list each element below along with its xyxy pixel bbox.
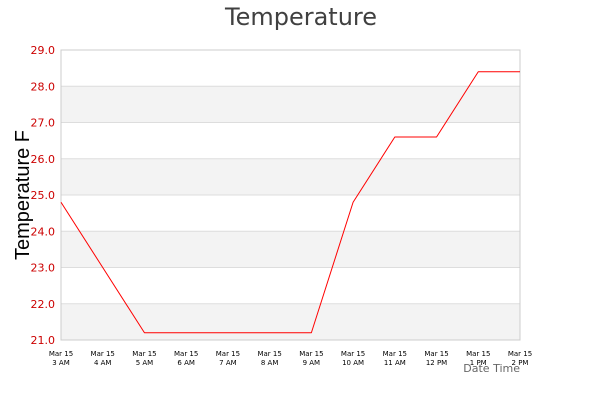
plot-frame [60, 49, 521, 341]
y-tick-label: 26.0 [31, 153, 56, 166]
y-axis-label: Temperature F [12, 130, 34, 260]
x-tick-label: Mar 15 [341, 350, 365, 358]
series-layer [60, 71, 520, 334]
y-tick-label: 28.0 [31, 80, 56, 93]
plot-band [61, 158, 520, 195]
x-tick-label: Mar 15 [424, 350, 448, 358]
x-tick-label: Mar 15 [299, 350, 323, 358]
x-tick-label: 7 AM [219, 359, 237, 367]
y-tick-label: 29.0 [31, 44, 56, 57]
x-tick-label: 3 AM [52, 359, 70, 367]
y-tick-label: 23.0 [31, 262, 56, 275]
x-axis-label: Date Time [463, 362, 520, 375]
plot-bands [61, 86, 520, 340]
y-tick-label: 25.0 [31, 189, 56, 202]
plot-border [60, 49, 521, 341]
y-tick-label: 22.0 [31, 298, 56, 311]
chart-title: Temperature [224, 3, 377, 31]
x-tick-label: Mar 15 [91, 350, 115, 358]
y-tick-label: 24.0 [31, 225, 56, 238]
x-tick-label: Mar 15 [174, 350, 198, 358]
plot-band [61, 231, 520, 268]
x-tick-label: 11 AM [384, 359, 406, 367]
x-tick-label: 9 AM [303, 359, 321, 367]
x-tick-label: 2 PM [512, 359, 529, 367]
x-tick-label: Mar 15 [383, 350, 407, 358]
x-tick-label: 5 AM [136, 359, 154, 367]
y-axis-ticks: 21.0 22.0 23.0 24.0 25.0 26.0 27.0 28.0 29.0 [31, 44, 56, 347]
x-tick-label: 12 PM [426, 359, 447, 367]
y-tick-label: 27.0 [31, 117, 56, 130]
x-tick-label: 10 AM [342, 359, 364, 367]
x-tick-label: 1 PM [470, 359, 487, 367]
x-tick-label: 6 AM [177, 359, 195, 367]
plot-band [61, 86, 520, 123]
x-tick-label: Mar 15 [508, 350, 532, 358]
x-tick-label: Mar 15 [466, 350, 490, 358]
y-tick-label: 21.0 [31, 334, 56, 347]
x-tick-label: Mar 15 [132, 350, 156, 358]
temperature-line [60, 71, 520, 334]
x-tick-label: 4 AM [94, 359, 112, 367]
x-tick-label: 8 AM [261, 359, 279, 367]
x-tick-label: Mar 15 [257, 350, 281, 358]
x-tick-label: Mar 15 [49, 350, 73, 358]
x-tick-label: Mar 15 [216, 350, 240, 358]
